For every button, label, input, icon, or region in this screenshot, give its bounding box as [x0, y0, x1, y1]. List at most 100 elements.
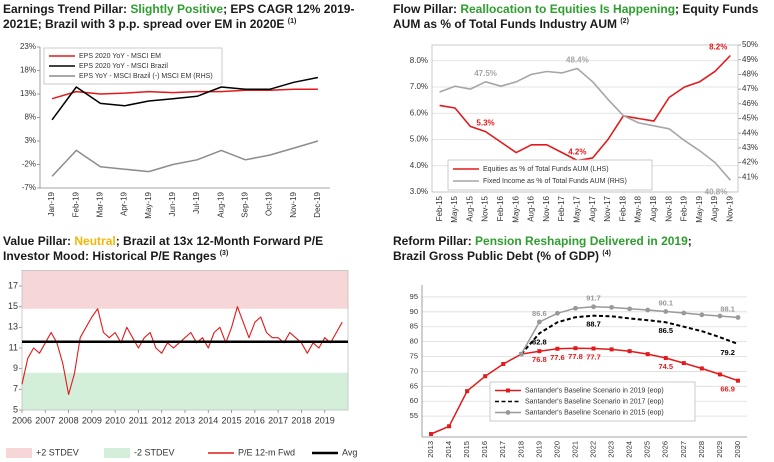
- chart-panel: Value Pillar: Neutral; Brazil at 13x 12-…: [0, 232, 387, 462]
- x-tick-label: Feb-18: [618, 195, 627, 221]
- y-tick-label: 18%: [20, 66, 36, 75]
- title-part: Pension Reshaping Delivered in 2019: [475, 234, 688, 248]
- x-tick-label: 2016: [245, 415, 265, 425]
- x-tick-label: Aug-19: [216, 191, 225, 217]
- point-marker: [447, 424, 452, 429]
- y2-tick-label: 50%: [742, 40, 758, 49]
- data-label: 86.6: [532, 309, 547, 318]
- point-marker: [735, 378, 740, 383]
- y-tick-label: 55: [410, 411, 418, 420]
- x-tick-label: 2017: [268, 415, 288, 425]
- legend-label: EPS 2020 YoY - MSCI EM: [79, 53, 161, 60]
- x-tick-label: 2012: [152, 415, 172, 425]
- x-tick-label: 2022: [589, 441, 598, 458]
- y-tick-label: 23%: [20, 42, 36, 51]
- title-part: ; EPS CAGR 12% 2019-2021E; Brazil with 3…: [3, 2, 355, 31]
- x-tick-label: 2006: [12, 415, 32, 425]
- x-tick-label: Nov-15: [481, 195, 490, 221]
- point-marker: [555, 346, 560, 351]
- legend-label: Fixed Income as % of Total Funds AUM (RH…: [483, 178, 627, 185]
- point-marker: [663, 309, 669, 314]
- x-tick-label: 2029: [715, 441, 724, 458]
- point-marker: [609, 347, 614, 352]
- legend-label: +2 STDEV: [36, 447, 79, 457]
- x-tick-label: 2015: [222, 415, 242, 425]
- legend-marker: [506, 388, 510, 393]
- y-tick-label: 75: [410, 352, 418, 361]
- legend-marker: [505, 410, 511, 415]
- y-tick-label: 65: [410, 381, 418, 390]
- x-tick-label: Jan-19: [47, 191, 56, 216]
- x-tick-label: May-19: [144, 191, 153, 218]
- x-tick-label: Feb-15: [435, 195, 444, 221]
- legend-label: -2 STDEV: [134, 447, 175, 457]
- x-tick-label: 2013: [426, 441, 435, 458]
- y-tick-label: 4.0%: [410, 161, 428, 170]
- data-label: 77.7: [586, 352, 601, 361]
- point-marker: [645, 307, 651, 313]
- title-part: Earnings Trend Pillar:: [3, 2, 131, 16]
- y-tick-label: 13%: [20, 89, 36, 98]
- y-tick-label: 15: [8, 301, 18, 311]
- y-tick-label: 7: [13, 384, 18, 394]
- chart-panel: Flow Pillar: Reallocation to Equities Is…: [390, 0, 774, 231]
- point-marker: [645, 352, 650, 357]
- title-part: Reallocation to Equities Is Happening: [460, 2, 676, 16]
- point-marker: [555, 310, 560, 316]
- data-label: 88.7: [586, 320, 601, 329]
- x-tick-label: Nov-16: [542, 195, 551, 221]
- data-label: 77.8: [568, 352, 583, 361]
- chart: -7% -2% 3% 8% 13% 18% 23% Jan-19 Feb-19 Mar-19 Apr…: [20, 42, 330, 219]
- legend-label: Santander's Baseline Scenario in 2015 (e…: [525, 409, 664, 416]
- series-line: [439, 54, 731, 162]
- x-tick-label: May-19: [695, 195, 704, 222]
- y-tick-label: 13: [8, 322, 18, 332]
- x-tick-label: Jun-19: [168, 191, 177, 216]
- y-tick-label: 11: [9, 342, 18, 352]
- x-tick-label: Feb-16: [496, 195, 505, 221]
- x-tick-label: Dec-19: [313, 191, 322, 217]
- stdev-band: [22, 270, 348, 309]
- point-marker: [483, 374, 488, 379]
- chart: 55 60 65 70 75 80 85 90 95 2013 2014 2015 2016 2017 20…: [410, 285, 747, 458]
- plot-frame: [431, 44, 739, 193]
- x-tick-label: 2020: [552, 441, 561, 458]
- title-part: Flow Pillar:: [393, 2, 461, 16]
- x-tick-label: Nov-17: [603, 195, 612, 221]
- title-note: (3): [219, 250, 229, 257]
- x-tick-label: 2017: [498, 441, 507, 458]
- series-line: [21, 306, 343, 396]
- y-tick-label: 3%: [24, 136, 36, 145]
- series-line: [51, 76, 319, 121]
- chart-title: Earnings Trend Pillar: Slightly Positive…: [3, 2, 385, 32]
- x-tick-label: 2016: [480, 441, 489, 458]
- point-marker: [717, 372, 722, 377]
- x-tick-label: 2023: [607, 441, 616, 458]
- series-line: [51, 88, 318, 100]
- data-label: 5.3%: [476, 119, 494, 128]
- x-tick-label: 2025: [643, 441, 652, 458]
- legend-label: Santander's Baseline Scenario in 2017 (e…: [525, 398, 664, 405]
- legend-box: [489, 381, 696, 422]
- x-tick-label: 2030: [733, 441, 742, 458]
- chart-subtitle: Investor Mood: Historical P/E Ranges: [3, 249, 220, 263]
- title-note: (4): [602, 250, 611, 257]
- x-tick-label: 2026: [661, 441, 670, 458]
- y2-tick-label: 46%: [742, 99, 758, 108]
- x-tick-label: 2014: [198, 415, 218, 425]
- x-tick-label: Jul-19: [192, 191, 201, 213]
- point-marker: [735, 315, 741, 320]
- x-tick-label: Feb-17: [557, 195, 566, 221]
- x-tick-label: 2014: [444, 441, 453, 458]
- data-label: 91.7: [586, 294, 601, 303]
- y-tick-label: 7.0%: [410, 82, 428, 91]
- title-part: Value Pillar:: [3, 234, 75, 248]
- data-label: 79.2: [720, 348, 735, 357]
- data-label: 8.2%: [709, 43, 727, 52]
- x-tick-label: 2013: [175, 415, 195, 425]
- x-tick-label: Aug-18: [649, 195, 658, 221]
- data-label: 66.9: [720, 385, 735, 394]
- point-marker: [681, 310, 687, 316]
- legend-label: Santander's Baseline Scenario in 2019 (e…: [525, 387, 664, 394]
- y-tick-label: 8.0%: [410, 56, 428, 65]
